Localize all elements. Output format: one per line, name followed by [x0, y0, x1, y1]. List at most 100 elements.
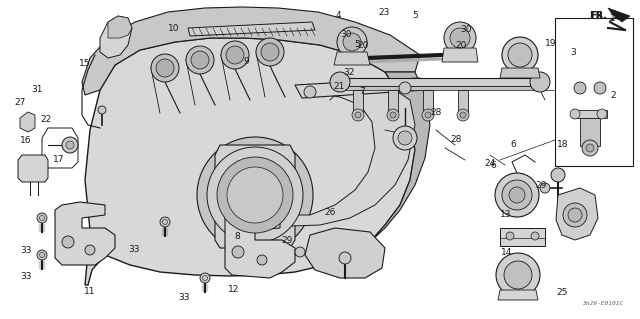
Text: 29: 29 — [535, 181, 547, 190]
Text: 33: 33 — [129, 245, 140, 254]
Text: 10: 10 — [168, 24, 180, 33]
Circle shape — [227, 167, 283, 223]
Bar — [340, 78, 540, 86]
Circle shape — [586, 144, 594, 152]
Circle shape — [460, 112, 466, 118]
Text: 17: 17 — [53, 155, 65, 164]
Polygon shape — [442, 48, 478, 62]
Text: 20: 20 — [455, 41, 467, 50]
Text: FR.: FR. — [589, 11, 607, 21]
Polygon shape — [248, 88, 415, 226]
Circle shape — [355, 112, 361, 118]
Circle shape — [444, 22, 476, 54]
Polygon shape — [82, 7, 420, 95]
Circle shape — [256, 38, 284, 66]
Polygon shape — [215, 145, 295, 248]
Polygon shape — [18, 155, 48, 182]
Text: 27: 27 — [15, 98, 26, 107]
Text: 33: 33 — [20, 246, 31, 255]
Circle shape — [457, 109, 469, 121]
Text: 15: 15 — [79, 59, 90, 68]
Polygon shape — [225, 215, 295, 278]
Text: 4: 4 — [335, 11, 340, 20]
Text: 6: 6 — [490, 161, 495, 170]
Polygon shape — [188, 22, 315, 36]
Text: 21: 21 — [333, 82, 345, 91]
Circle shape — [156, 59, 174, 77]
Circle shape — [200, 273, 210, 283]
Polygon shape — [100, 16, 132, 58]
Text: 29: 29 — [281, 236, 292, 245]
Text: 1: 1 — [611, 14, 616, 23]
Text: 30: 30 — [340, 30, 351, 39]
Circle shape — [151, 54, 179, 82]
Bar — [500, 228, 545, 246]
Circle shape — [509, 187, 525, 203]
Bar — [340, 86, 540, 90]
Text: FR.: FR. — [589, 11, 606, 20]
Polygon shape — [370, 72, 430, 242]
Text: 18: 18 — [557, 140, 569, 149]
Text: 28: 28 — [431, 108, 442, 117]
Bar — [555, 18, 633, 166]
Circle shape — [398, 131, 412, 145]
Circle shape — [422, 109, 434, 121]
Circle shape — [226, 46, 244, 64]
Circle shape — [570, 109, 580, 119]
Circle shape — [425, 112, 431, 118]
Bar — [580, 118, 600, 146]
Circle shape — [568, 208, 582, 222]
Circle shape — [337, 27, 367, 57]
Text: 28: 28 — [450, 135, 461, 144]
Circle shape — [502, 37, 538, 73]
Circle shape — [399, 82, 411, 94]
Bar — [388, 90, 398, 112]
Circle shape — [540, 183, 550, 193]
Circle shape — [261, 43, 279, 61]
Circle shape — [352, 109, 364, 121]
Circle shape — [594, 82, 606, 94]
Circle shape — [85, 245, 95, 255]
Bar — [458, 90, 468, 112]
Text: 6: 6 — [511, 140, 516, 149]
Text: 32: 32 — [343, 68, 355, 77]
Circle shape — [450, 28, 470, 48]
Circle shape — [393, 126, 417, 150]
Polygon shape — [556, 188, 598, 240]
Polygon shape — [20, 112, 35, 132]
Circle shape — [496, 253, 540, 297]
Text: 7: 7 — [360, 87, 365, 96]
Circle shape — [390, 112, 396, 118]
Text: 23: 23 — [378, 8, 390, 17]
Circle shape — [506, 232, 514, 240]
Circle shape — [232, 246, 244, 258]
Circle shape — [207, 147, 303, 243]
Polygon shape — [305, 228, 385, 278]
Text: 3: 3 — [570, 48, 575, 57]
Circle shape — [217, 157, 293, 233]
Text: 31: 31 — [31, 85, 43, 94]
Circle shape — [186, 46, 214, 74]
Circle shape — [197, 137, 313, 253]
Text: 33: 33 — [179, 293, 190, 302]
Polygon shape — [334, 52, 370, 65]
Circle shape — [62, 137, 78, 153]
Circle shape — [343, 33, 361, 51]
Text: 14: 14 — [501, 248, 513, 256]
Text: 22: 22 — [40, 115, 52, 124]
Circle shape — [551, 168, 565, 182]
Text: 20: 20 — [358, 41, 369, 50]
Text: 8: 8 — [234, 232, 239, 241]
Polygon shape — [55, 202, 115, 265]
Circle shape — [160, 217, 170, 227]
Text: 25: 25 — [556, 288, 568, 297]
Circle shape — [37, 250, 47, 260]
Bar — [353, 90, 363, 112]
Circle shape — [339, 252, 351, 264]
Bar — [572, 110, 607, 118]
Circle shape — [563, 203, 587, 227]
Circle shape — [530, 72, 550, 92]
Circle shape — [191, 51, 209, 69]
Circle shape — [330, 72, 350, 92]
Circle shape — [62, 236, 74, 248]
